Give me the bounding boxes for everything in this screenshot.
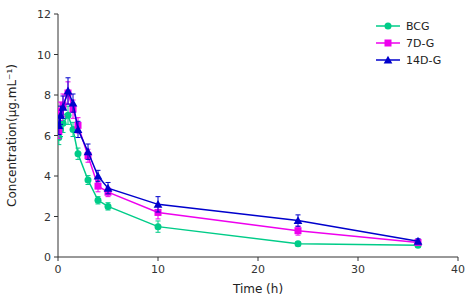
error-bar xyxy=(96,197,101,204)
legend-label: 14D-G xyxy=(406,54,441,67)
x-tick-label: 40 xyxy=(451,263,465,276)
error-bar xyxy=(106,203,111,210)
error-bar xyxy=(76,148,81,159)
y-tick xyxy=(54,135,58,136)
point xyxy=(155,223,162,230)
point xyxy=(58,111,65,119)
point xyxy=(295,240,302,247)
x-tick xyxy=(158,257,159,261)
y-tick xyxy=(54,216,58,217)
x-tick xyxy=(58,257,59,261)
y-tick-label: 0 xyxy=(44,251,51,264)
x-tick-label: 0 xyxy=(55,263,62,276)
point xyxy=(154,200,163,208)
point xyxy=(104,184,113,192)
point xyxy=(294,216,303,224)
x-axis-label: Time (h) xyxy=(232,282,283,296)
y-tick xyxy=(54,176,58,177)
error-bar xyxy=(86,176,91,185)
legend-marker xyxy=(385,40,392,47)
point xyxy=(84,147,93,155)
line xyxy=(59,115,418,245)
point xyxy=(65,112,72,119)
line xyxy=(59,93,418,242)
series xyxy=(58,106,421,249)
series xyxy=(58,78,422,245)
point xyxy=(69,99,78,107)
legend-marker xyxy=(385,23,392,30)
y-tick-label: 6 xyxy=(44,130,51,143)
point xyxy=(105,203,112,210)
x-tick-label: 30 xyxy=(351,263,365,276)
x-tick xyxy=(458,257,459,261)
plot-area xyxy=(58,78,422,249)
error-bar xyxy=(156,221,161,232)
series xyxy=(58,82,421,246)
legend: BCG 7D-G 14D-G xyxy=(376,20,441,67)
point xyxy=(95,197,102,204)
point xyxy=(74,125,83,133)
x-tick xyxy=(358,257,359,261)
legend-label: 7D-G xyxy=(406,37,434,50)
error-bar xyxy=(296,226,301,235)
point xyxy=(295,227,302,234)
point xyxy=(95,183,102,190)
y-tick-label: 12 xyxy=(37,8,51,21)
x-tick-label: 20 xyxy=(251,263,265,276)
point xyxy=(85,177,92,184)
point xyxy=(64,87,73,95)
point xyxy=(58,121,63,129)
line xyxy=(59,91,418,241)
y-tick-label: 4 xyxy=(44,170,51,183)
legend-label: BCG xyxy=(406,20,430,33)
point xyxy=(414,237,423,245)
chart: 0 10 20 30 40 0 2 4 6 8 10 12 Time (h) Concentration(… xyxy=(0,0,474,301)
y-tick xyxy=(54,54,58,55)
y-tick-label: 2 xyxy=(44,211,51,224)
error-bar xyxy=(96,180,101,191)
y-tick-label: 8 xyxy=(44,89,51,102)
legend-marker xyxy=(384,56,393,64)
x-tick-label: 10 xyxy=(151,263,165,276)
y-tick xyxy=(54,257,58,258)
x-tick xyxy=(258,257,259,261)
point xyxy=(94,172,103,180)
y-tick xyxy=(54,95,58,96)
y-tick-label: 10 xyxy=(37,49,51,62)
point xyxy=(59,103,68,111)
point xyxy=(75,150,82,157)
y-tick xyxy=(54,14,58,15)
y-axis-label: Concentration(μg.mL⁻¹) xyxy=(5,64,19,207)
